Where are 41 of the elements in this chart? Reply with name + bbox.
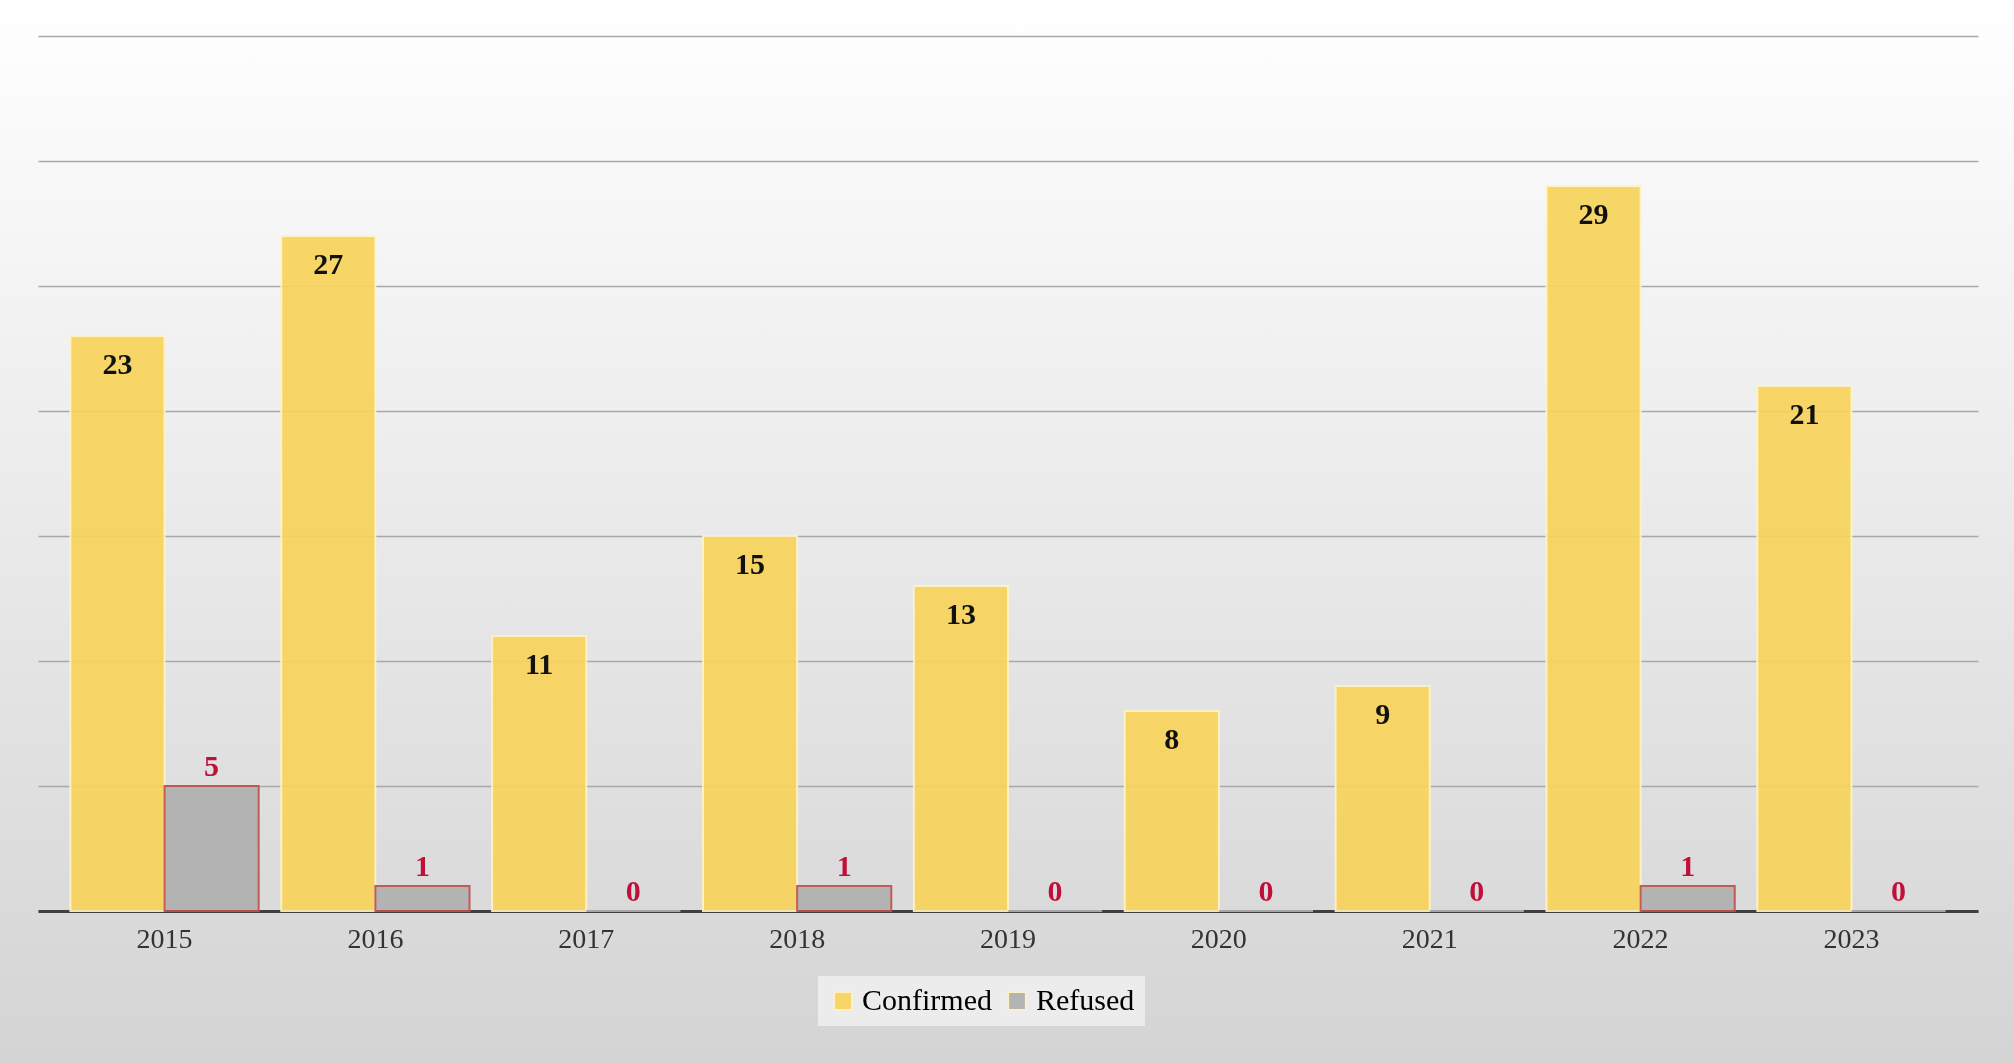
bar xyxy=(491,635,588,912)
x-tick-label: 2015 xyxy=(136,922,193,954)
data-label: 1 xyxy=(836,849,852,882)
x-tick-label: 2019 xyxy=(980,922,1036,954)
data-label: 15 xyxy=(735,547,766,580)
data-label: 0 xyxy=(1258,874,1274,907)
bar xyxy=(1545,185,1642,912)
legend-label: Refused xyxy=(1036,983,1135,1016)
data-label: 11 xyxy=(525,647,554,680)
data-label: 0 xyxy=(1469,874,1485,907)
data-label: 1 xyxy=(1680,849,1696,882)
bar xyxy=(374,885,471,912)
data-label: 8 xyxy=(1164,722,1180,755)
x-tick-label: 2021 xyxy=(1401,922,1458,954)
bar xyxy=(796,885,893,912)
x-tick-label: 2022 xyxy=(1612,922,1669,954)
bar xyxy=(701,535,799,912)
data-label: 27 xyxy=(313,247,344,280)
data-label: 29 xyxy=(1578,197,1609,230)
data-label: 23 xyxy=(102,347,133,380)
x-tick-label: 2023 xyxy=(1823,922,1880,954)
data-label: 0 xyxy=(1891,874,1907,907)
data-label: 13 xyxy=(945,597,976,630)
data-label: 0 xyxy=(1047,874,1063,907)
bar xyxy=(69,335,166,912)
legend-label: Confirmed xyxy=(862,983,992,1016)
x-tick-label: 2017 xyxy=(558,922,615,954)
bar xyxy=(1123,710,1220,912)
data-label: 1 xyxy=(414,849,430,882)
bar xyxy=(280,235,377,912)
x-tick-label: 2016 xyxy=(347,922,404,954)
data-label: 5 xyxy=(204,749,220,782)
x-tick-label: 2020 xyxy=(1190,922,1247,954)
bar xyxy=(1756,385,1853,912)
data-label: 21 xyxy=(1789,397,1820,430)
x-tick-label: 2018 xyxy=(769,922,826,954)
data-label: 9 xyxy=(1375,697,1391,730)
data-label: 0 xyxy=(625,874,641,907)
bar xyxy=(1639,885,1736,912)
bar xyxy=(912,585,1009,912)
bar xyxy=(1334,685,1431,912)
